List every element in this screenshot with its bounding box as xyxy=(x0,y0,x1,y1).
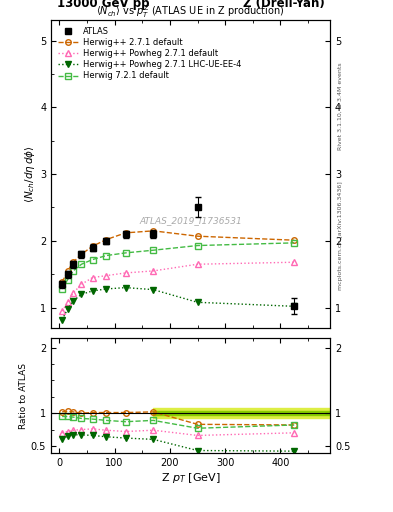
Text: mcplots.cern.ch [arXiv:1306.3436]: mcplots.cern.ch [arXiv:1306.3436] xyxy=(338,181,343,290)
Text: Rivet 3.1.10, ≥ 3.4M events: Rivet 3.1.10, ≥ 3.4M events xyxy=(338,62,343,151)
Y-axis label: Ratio to ATLAS: Ratio to ATLAS xyxy=(19,362,28,429)
Text: 13000 GeV pp: 13000 GeV pp xyxy=(57,0,149,10)
Title: $\langle N_{ch}\rangle$ vs $p_T^Z$ (ATLAS UE in Z production): $\langle N_{ch}\rangle$ vs $p_T^Z$ (ATLA… xyxy=(96,4,285,20)
Text: Z (Drell-Yan): Z (Drell-Yan) xyxy=(243,0,325,10)
Legend: ATLAS, Herwig++ 2.7.1 default, Herwig++ Powheg 2.7.1 default, Herwig++ Powheg 2.: ATLAS, Herwig++ 2.7.1 default, Herwig++ … xyxy=(55,25,244,83)
Y-axis label: $\langle N_{ch}/d\eta\,d\phi\rangle$: $\langle N_{ch}/d\eta\,d\phi\rangle$ xyxy=(23,145,37,203)
Text: ATLAS_2019_I1736531: ATLAS_2019_I1736531 xyxy=(139,216,242,225)
X-axis label: Z $p_T$ [GeV]: Z $p_T$ [GeV] xyxy=(161,471,220,485)
